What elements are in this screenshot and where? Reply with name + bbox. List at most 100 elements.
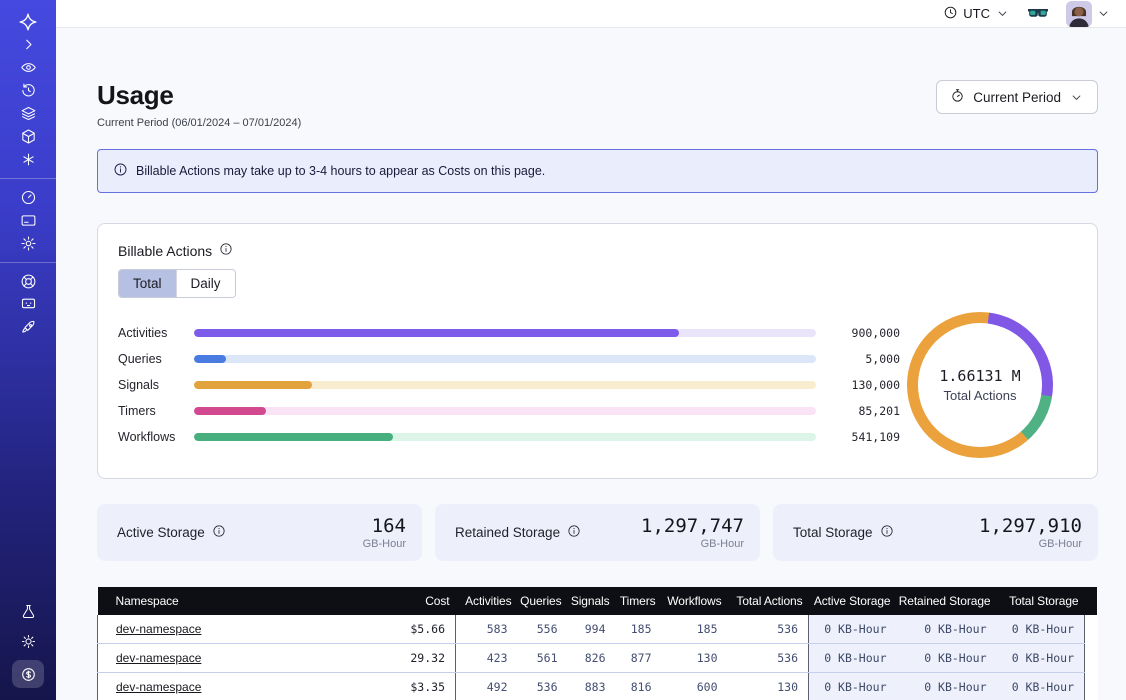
total-actions-donut: 1.66131 M Total Actions — [907, 312, 1053, 458]
sidebar — [0, 0, 56, 700]
bar-label: Activities — [118, 326, 168, 340]
bar-label: Timers — [118, 404, 156, 418]
donut-ring: 1.66131 M Total Actions — [907, 312, 1053, 458]
bar-track — [194, 355, 816, 363]
table-header-row: Namespace Cost Activities Queries Signals Tim… — [97, 587, 1098, 615]
cell-total_actions: 536 — [727, 615, 809, 644]
sidebar-item-monitor[interactable] — [11, 293, 45, 316]
cell-total_actions: 536 — [727, 643, 809, 673]
namespace-usage-table: Namespace Cost Activities Queries Signals Tim… — [97, 587, 1098, 700]
bar-row-queries: Queries 5,000 — [118, 346, 900, 372]
bar-fill — [194, 381, 313, 389]
sidebar-item-lifebuoy[interactable] — [11, 270, 45, 293]
total-actions-value: 1.66131 M — [939, 367, 1021, 385]
page-title: Usage — [97, 80, 174, 110]
sidebar-item-history[interactable] — [11, 79, 45, 102]
bar-value: 541,109 — [851, 430, 900, 444]
bar-fill — [194, 355, 227, 363]
namespace-link[interactable]: dev-namespace — [116, 651, 202, 665]
cell-active_storage: 0 KB-Hour — [808, 615, 897, 644]
tab-total[interactable]: Total — [119, 270, 176, 297]
cell-cost: $5.66 — [367, 615, 456, 644]
period-dropdown-label: Current Period — [973, 89, 1061, 105]
sidebar-divider — [0, 262, 56, 263]
bar-label: Signals — [118, 378, 159, 392]
sidebar-item-flask[interactable] — [11, 600, 45, 623]
cell-signals: 883 — [567, 672, 616, 700]
sidebar-item-layers[interactable] — [11, 102, 45, 125]
sidebar-item-dollar-coin[interactable] — [12, 660, 44, 688]
info-banner-text: Billable Actions may take up to 3-4 hour… — [136, 164, 546, 178]
sidebar-item-cube[interactable] — [11, 125, 45, 148]
sidebar-item-sun[interactable] — [11, 630, 45, 653]
info-icon[interactable] — [880, 524, 894, 541]
cell-queries: 556 — [517, 615, 568, 644]
storage-card-value: 1,297,910 — [979, 515, 1082, 537]
storage-card-value: 164 — [371, 515, 406, 537]
info-icon[interactable] — [212, 524, 226, 541]
cell-signals: 994 — [567, 615, 616, 644]
info-icon[interactable] — [567, 524, 581, 541]
sidebar-item-temporal-logo[interactable] — [11, 10, 45, 33]
cell-active_storage: 0 KB-Hour — [808, 643, 897, 673]
chevron-down-icon — [1096, 6, 1111, 21]
period-dropdown-button[interactable]: Current Period — [936, 80, 1098, 114]
cell-timers: 185 — [615, 615, 662, 644]
cell-workflows: 130 — [661, 643, 728, 673]
cell-timers: 816 — [615, 672, 662, 700]
sidebar-item-gear[interactable] — [11, 232, 45, 255]
total-daily-tabs: Total Daily — [118, 269, 236, 298]
storage-card-label: Retained Storage — [455, 524, 581, 541]
info-icon[interactable] — [219, 242, 233, 259]
sidebar-item-credit-card[interactable] — [11, 209, 45, 232]
column-header-workflows: Workflows — [661, 587, 728, 615]
cell-timers: 877 — [615, 643, 662, 673]
account-menu[interactable] — [1066, 0, 1111, 27]
bar-fill — [194, 407, 266, 415]
chevron-down-icon — [1069, 90, 1084, 105]
cell-cost: 29.32 — [367, 643, 456, 673]
storage-card-unit: GB-Hour — [1038, 538, 1082, 550]
current-period-subtitle: Current Period (06/01/2024 – 07/01/2024) — [97, 117, 302, 129]
info-icon — [113, 162, 128, 180]
sidebar-item-gauge[interactable] — [11, 186, 45, 209]
page-content: Usage Current Period (06/01/2024 – 07/01… — [56, 28, 1126, 700]
sidebar-item-eye[interactable] — [11, 56, 45, 79]
chevron-down-icon — [995, 6, 1010, 21]
sidebar-item-chevron-right[interactable] — [11, 33, 45, 56]
storage-card-total-storage: Total Storage 1,297,910 GB-Hour — [773, 504, 1098, 561]
feedback-button[interactable] — [1026, 0, 1050, 27]
bar-track — [194, 407, 816, 415]
total-actions-label: Total Actions — [943, 388, 1017, 403]
storage-card-label: Total Storage — [793, 524, 894, 541]
table-row: dev-namespace 29.32 423 561 826 877 130 536 0 KB… — [97, 643, 1098, 673]
page-header: Usage Current Period (06/01/2024 – 07/01… — [97, 80, 1098, 129]
timezone-selector[interactable]: UTC — [943, 5, 1010, 23]
column-header-signals: Signals — [567, 587, 616, 615]
sidebar-item-asterisk[interactable] — [11, 148, 45, 171]
sidebar-divider — [0, 178, 56, 179]
bar-fill — [194, 433, 394, 441]
cell-active_storage: 0 KB-Hour — [808, 672, 897, 700]
storage-card-retained-storage: Retained Storage 1,297,747 GB-Hour — [435, 504, 760, 561]
namespace-link[interactable]: dev-namespace — [116, 680, 202, 694]
tab-daily[interactable]: Daily — [175, 270, 235, 297]
billable-actions-card: Billable Actions Total Daily Activities 90… — [97, 223, 1098, 479]
column-header-total_storage: Total Storage — [996, 587, 1085, 615]
bar-row-timers: Timers 85,201 — [118, 398, 900, 424]
cell-total_storage: 0 KB-Hour — [996, 672, 1085, 700]
topbar: UTC — [56, 0, 1126, 28]
cell-activities: 583 — [455, 615, 518, 644]
column-header-retained_storage: Retained Storage — [896, 587, 997, 615]
sidebar-nav — [0, 10, 56, 339]
clock-icon — [943, 5, 958, 23]
cell-retained_storage: 0 KB-Hour — [896, 643, 997, 673]
table-row: dev-namespace $3.35 492 536 883 816 600 130 0 KB… — [97, 672, 1098, 700]
cell-cost: $3.35 — [367, 672, 456, 700]
column-header-timers: Timers — [615, 587, 662, 615]
bar-label: Workflows — [118, 430, 176, 444]
sidebar-item-rocket[interactable] — [11, 316, 45, 339]
column-header-active_storage: Active Storage — [808, 587, 897, 615]
namespace-link[interactable]: dev-namespace — [116, 622, 202, 636]
